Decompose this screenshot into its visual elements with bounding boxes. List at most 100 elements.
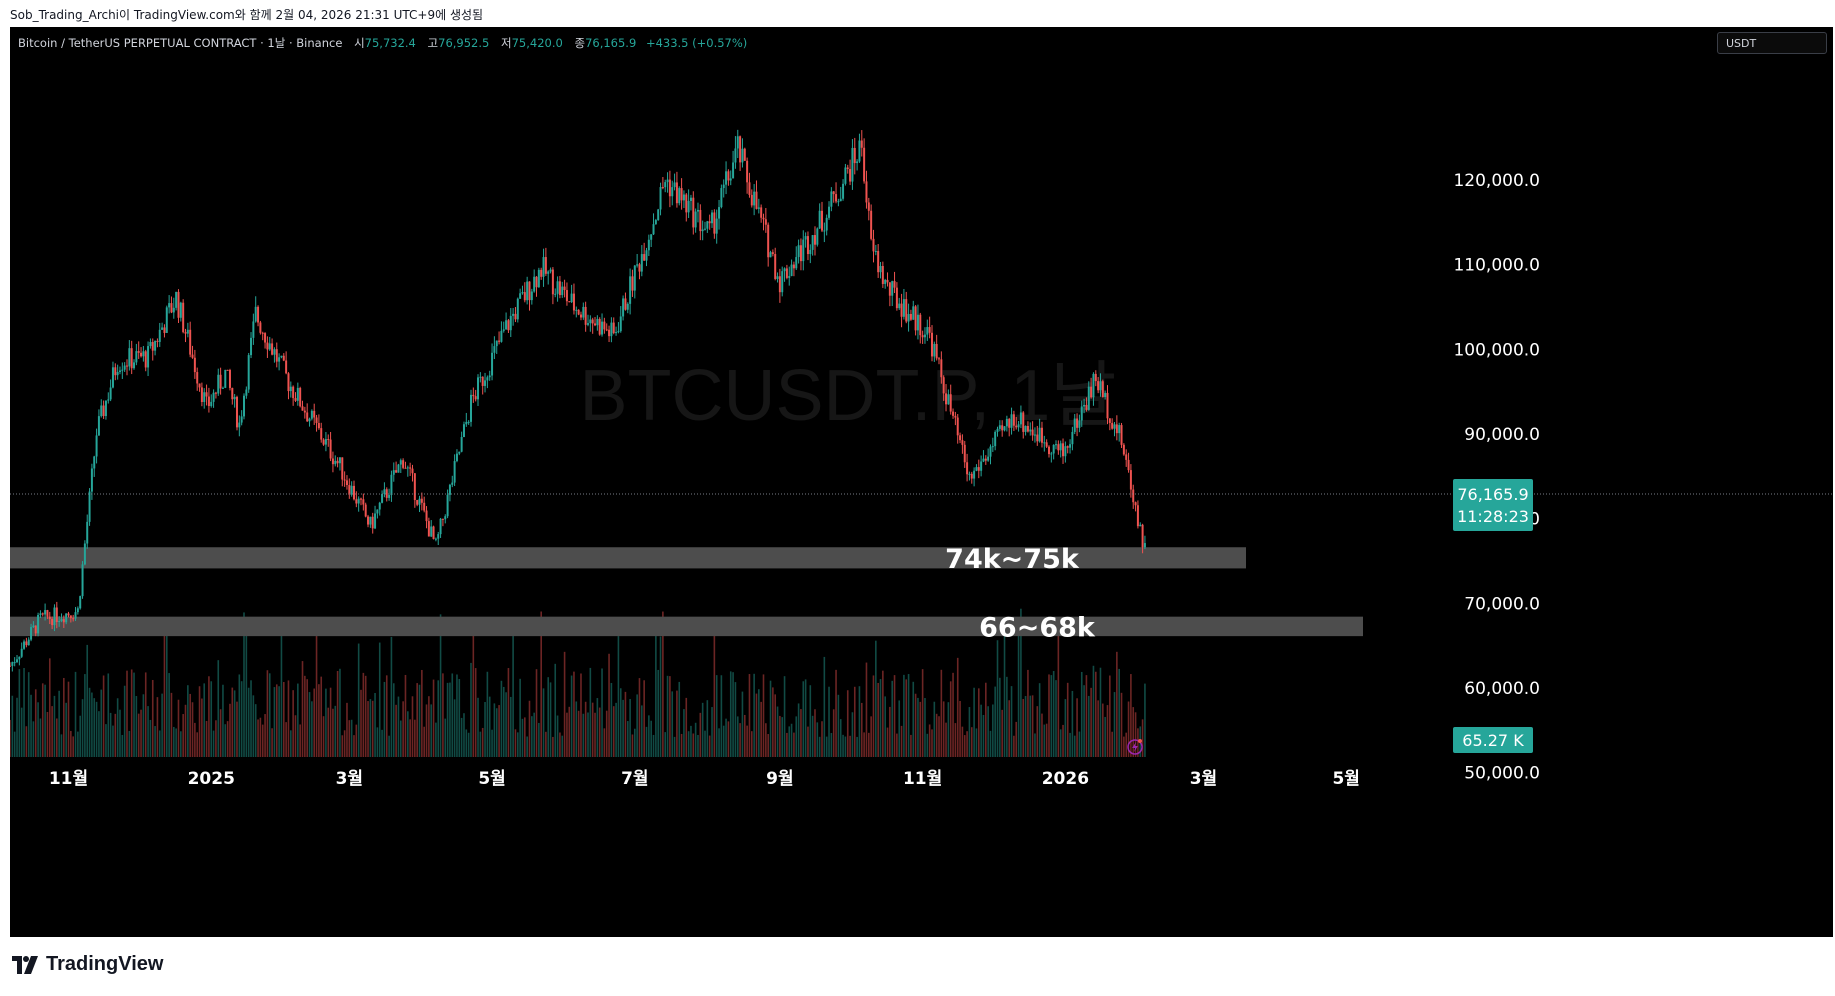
candle-body — [432, 526, 435, 539]
candle-body — [104, 400, 107, 417]
volume-bar — [442, 673, 444, 757]
volume-bar — [27, 672, 30, 757]
candle-body — [774, 254, 777, 279]
candle-body — [1118, 425, 1121, 434]
chart-panel[interactable]: BTCUSDT.P, 1날 74k~75k 66~68k 50,000.0 60,0… — [10, 27, 1833, 937]
volume-bar — [641, 705, 643, 757]
volume-bar — [872, 675, 875, 757]
candle-body — [317, 423, 320, 429]
volume-bar — [823, 656, 826, 757]
volume-bar — [294, 715, 297, 757]
volume-bar — [947, 702, 950, 757]
candle-body — [666, 179, 669, 183]
volume-bar — [914, 693, 917, 757]
symbol-name[interactable]: Bitcoin / TetherUS PERPETUAL CONTRACT · … — [18, 36, 343, 50]
volume-bar — [217, 660, 220, 757]
candle-body — [746, 160, 749, 183]
volume-bar — [931, 729, 933, 757]
flash-icon[interactable] — [1127, 739, 1143, 755]
volume-bar — [650, 720, 652, 757]
volume-bar — [282, 681, 285, 757]
candle-body — [647, 239, 650, 251]
candle-body — [895, 287, 898, 309]
support-zone — [10, 547, 1246, 569]
volume-bar — [498, 705, 500, 757]
volume-bar — [374, 693, 376, 757]
volume-bar — [425, 704, 428, 757]
volume-bar — [362, 672, 365, 757]
volume-bar — [320, 676, 323, 757]
candle-body — [217, 374, 220, 394]
candle-body — [916, 314, 919, 331]
volume-bar — [357, 643, 360, 757]
symbol-watermark: BTCUSDT.P, 1날 — [579, 356, 1116, 436]
candle-body — [540, 269, 543, 277]
volume-bar — [505, 692, 507, 757]
volume-bar — [500, 680, 503, 757]
volume-bar — [297, 683, 299, 757]
volume-bar — [44, 684, 46, 757]
volume-bar — [1134, 712, 1137, 757]
candle-body — [1071, 431, 1074, 445]
candle-body — [133, 362, 136, 369]
volume-bar — [121, 734, 124, 757]
price-chart[interactable]: BTCUSDT.P, 1날 74k~75k 66~68k 50,000.0 60,0… — [10, 27, 1833, 937]
volume-bar — [851, 712, 854, 757]
candle-body — [189, 329, 192, 355]
candle-body — [296, 387, 299, 401]
candle-body — [69, 615, 72, 619]
volume-bar — [119, 709, 121, 757]
candle-body — [947, 394, 950, 405]
candle-body — [987, 456, 990, 461]
volume-bar — [781, 717, 784, 757]
candle-body — [1097, 381, 1100, 391]
volume-bar — [98, 711, 100, 757]
currency-selector[interactable]: USDT — [1717, 32, 1827, 54]
volume-bar — [657, 669, 659, 757]
volume-bar — [1069, 732, 1071, 757]
candle-body — [1106, 392, 1109, 419]
volume-bar — [86, 644, 89, 757]
time-axis-label: 11월 — [903, 769, 942, 789]
candle-body — [596, 318, 599, 326]
volume-bar — [1137, 728, 1139, 757]
candle-body — [79, 596, 82, 609]
candle-body — [53, 607, 56, 626]
candle-body — [1008, 418, 1011, 428]
volume-bar — [516, 732, 519, 757]
candle-body — [792, 264, 795, 269]
volume-bar — [718, 728, 720, 757]
candle-body — [537, 269, 540, 288]
candle-body — [886, 279, 889, 283]
candle-body — [491, 352, 494, 376]
candle-body — [76, 608, 79, 613]
volume-bar — [1085, 675, 1088, 757]
candle-body — [484, 380, 487, 386]
candle-body — [933, 343, 936, 357]
volume-bar — [877, 682, 879, 757]
candle-body — [245, 389, 248, 396]
close-value: 76,165.9 — [585, 36, 637, 50]
candle-body — [739, 136, 742, 163]
candle-body — [598, 318, 601, 335]
candle-body — [126, 365, 129, 367]
candle-body — [156, 340, 159, 342]
candle-body — [477, 377, 480, 400]
candle-body — [184, 332, 187, 334]
candle-body — [130, 348, 133, 369]
volume-bar — [762, 674, 765, 757]
volume-bar — [367, 701, 369, 757]
volume-bar — [566, 712, 568, 757]
volume-bar — [729, 671, 732, 757]
volume-bar — [325, 688, 327, 757]
volume-bar — [853, 686, 856, 757]
candle-body — [535, 276, 538, 288]
volume-bar — [484, 702, 486, 757]
candle-body — [734, 148, 737, 163]
candle-body — [343, 479, 346, 481]
open-label: 시 — [354, 36, 365, 50]
candle-body — [1083, 404, 1086, 407]
volume-bar — [1024, 695, 1027, 757]
tradingview-logo[interactable]: TradingView — [12, 953, 163, 976]
volume-bar — [1141, 719, 1144, 757]
